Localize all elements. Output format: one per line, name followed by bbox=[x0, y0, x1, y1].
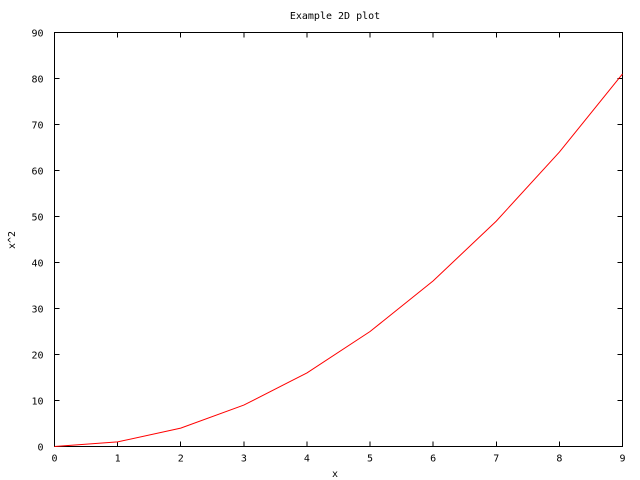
series-line-0 bbox=[54, 73, 623, 447]
y-axis-label: x^2 bbox=[7, 231, 18, 249]
chart-title: Example 2D plot bbox=[290, 11, 380, 22]
x-tick-label: 1 bbox=[115, 454, 121, 465]
y-tick-label: 30 bbox=[31, 305, 43, 316]
y-axis: 0 10 20 30 40 50 60 70 80 90 bbox=[31, 29, 623, 454]
y-tick-label: 10 bbox=[31, 397, 43, 408]
x-tick-label: 7 bbox=[493, 454, 499, 465]
y-tick-label: 40 bbox=[31, 259, 43, 270]
x-tick-label: 6 bbox=[430, 454, 436, 465]
y-tick-label: 20 bbox=[31, 351, 43, 362]
x-axis: 0 1 2 3 4 5 6 7 8 9 bbox=[51, 32, 626, 465]
y-tick-label: 0 bbox=[37, 443, 43, 454]
plot-frame bbox=[54, 32, 623, 447]
x-tick-label: 5 bbox=[367, 454, 373, 465]
x-tick-label: 2 bbox=[178, 454, 184, 465]
x-axis-label: x bbox=[332, 469, 338, 480]
y-tick-label: 50 bbox=[31, 213, 43, 224]
x-tick-label: 8 bbox=[556, 454, 562, 465]
y-tick-label: 80 bbox=[31, 75, 43, 86]
series-layer bbox=[54, 73, 623, 447]
x-tick-label: 4 bbox=[304, 454, 310, 465]
y-tick-label: 60 bbox=[31, 167, 43, 178]
x-tick-label: 3 bbox=[241, 454, 247, 465]
x-tick-label: 0 bbox=[51, 454, 57, 465]
y-tick-label: 90 bbox=[31, 29, 43, 40]
y-tick-label: 70 bbox=[31, 121, 43, 132]
x-tick-label: 9 bbox=[619, 454, 625, 465]
